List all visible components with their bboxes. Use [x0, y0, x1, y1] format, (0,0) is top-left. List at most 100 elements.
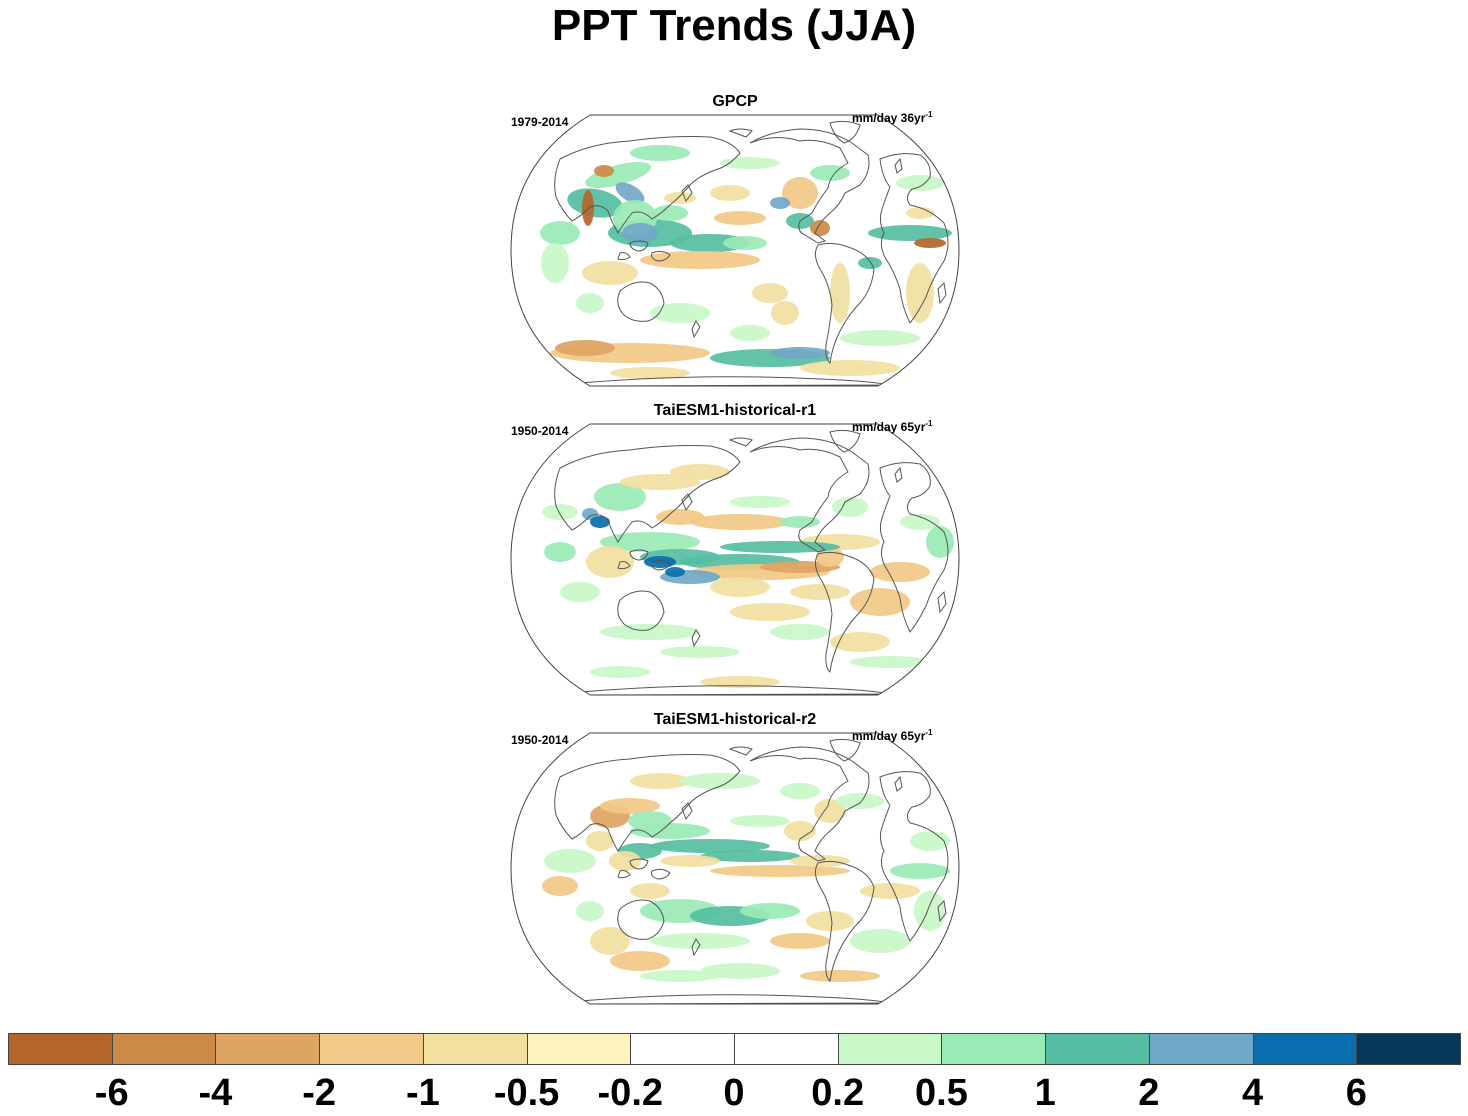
colorbar-swatch	[1045, 1033, 1150, 1065]
trend-blob	[560, 582, 600, 602]
coastline	[617, 870, 631, 879]
trend-blob	[730, 603, 810, 621]
panel-period: 1950-2014	[511, 733, 569, 747]
colorbar-swatch	[8, 1033, 113, 1065]
coastline	[651, 250, 671, 262]
trend-blob	[914, 238, 946, 248]
trend-blob	[814, 799, 846, 823]
coastline	[617, 590, 665, 631]
world-map	[510, 732, 960, 1005]
trend-blob	[868, 225, 952, 241]
coastline	[879, 771, 949, 942]
coastline	[617, 281, 665, 322]
trend-blob	[541, 243, 569, 283]
colorbar-label: 4	[1241, 1072, 1264, 1114]
coastline	[681, 184, 693, 203]
trend-blob	[665, 567, 685, 577]
coastline	[814, 860, 875, 982]
trend-blob	[914, 891, 946, 931]
colorbar-label: -1	[405, 1072, 440, 1114]
colorbar-swatch	[111, 1033, 217, 1065]
coastline	[814, 551, 875, 673]
trend-blob	[640, 251, 760, 269]
trend-blob	[590, 927, 630, 955]
trend-blob	[630, 883, 670, 899]
map-frame	[510, 732, 960, 1005]
panel-title: TaiESM1-historical-r1	[653, 402, 817, 419]
coastline	[617, 252, 631, 261]
trend-blob	[576, 293, 604, 313]
trend-blob	[720, 541, 840, 553]
trend-blob	[780, 783, 820, 799]
panel-title: TaiESM1-historical-r2	[653, 711, 817, 728]
coastline	[937, 590, 947, 614]
coastline	[814, 242, 875, 364]
trend-blob	[650, 933, 750, 949]
trend-blob	[720, 157, 780, 169]
trend-blob	[870, 562, 930, 582]
trend-blob	[610, 951, 670, 971]
trend-blob	[576, 901, 604, 921]
colorbar-swatch	[526, 1033, 632, 1065]
trend-blob	[630, 145, 690, 161]
trend-blob	[723, 236, 767, 250]
trend-blob	[830, 632, 890, 652]
coastline	[879, 462, 949, 633]
trend-blob	[567, 188, 623, 218]
map-panel-gpcp: GPCP 1979-2014 mm/day 36yr-1	[500, 93, 970, 393]
trend-blob	[850, 929, 910, 953]
colorbar-label: 0	[723, 1072, 745, 1114]
trend-blob	[600, 798, 660, 814]
trend-blob	[700, 850, 800, 862]
trend-blob	[640, 970, 720, 982]
trend-blob	[790, 855, 850, 867]
trend-blob	[660, 646, 740, 658]
trend-blob	[830, 263, 850, 323]
coastline	[651, 868, 671, 880]
precip-field	[511, 115, 959, 386]
trend-blob	[710, 185, 750, 201]
coastline	[554, 445, 741, 543]
trend-blob	[600, 532, 700, 552]
trend-blob	[770, 197, 790, 209]
trend-blob	[600, 624, 700, 640]
coastline	[728, 437, 753, 447]
coastline	[749, 746, 870, 862]
coastline	[937, 899, 947, 923]
colorbar-label: -0.5	[493, 1072, 560, 1114]
coastline	[579, 376, 891, 386]
coastline	[728, 128, 753, 138]
trend-blob	[906, 207, 934, 219]
trend-blob	[896, 175, 944, 191]
trend-blob	[730, 325, 770, 341]
coastline	[728, 746, 753, 756]
colorbar-label: 2	[1138, 1072, 1160, 1114]
trend-blob	[710, 865, 850, 877]
trend-blob	[664, 192, 696, 204]
colorbar-label: 0.2	[811, 1072, 865, 1114]
colorbar-label: -2	[302, 1072, 337, 1114]
coastline	[937, 281, 947, 305]
trend-blob	[740, 903, 800, 919]
trend-blob	[542, 504, 578, 520]
trend-blob	[586, 546, 634, 578]
trend-blob	[800, 970, 880, 982]
trend-blob	[630, 773, 690, 789]
coastline	[579, 994, 891, 1004]
trend-blob	[594, 165, 614, 177]
trend-blob	[810, 165, 850, 181]
colorbar-label: -0.2	[597, 1072, 664, 1114]
map-frame	[510, 423, 960, 696]
colorbar-label: -6	[94, 1072, 129, 1114]
trend-blob	[540, 221, 580, 245]
trend-blob	[680, 773, 760, 789]
trend-blob	[615, 182, 645, 204]
trend-blob	[890, 863, 950, 879]
trend-blob	[840, 330, 920, 346]
trend-blob	[810, 220, 830, 236]
trend-blob	[900, 514, 940, 530]
coastline	[894, 775, 903, 792]
coastline	[879, 153, 949, 324]
panel-period: 1979-2014	[511, 115, 569, 129]
trend-blob	[730, 496, 790, 508]
